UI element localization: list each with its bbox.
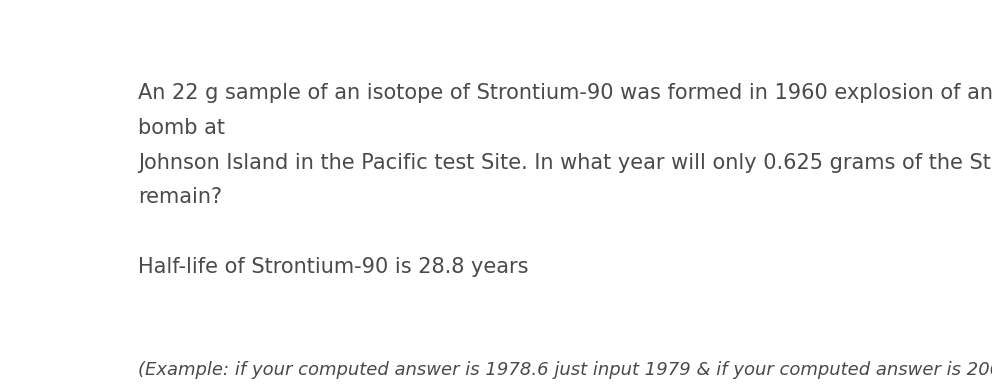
Text: remain?: remain? (138, 187, 222, 207)
Text: bomb at: bomb at (138, 118, 225, 138)
Text: Half-life of Strontium-90 is 28.8 years: Half-life of Strontium-90 is 28.8 years (138, 257, 529, 277)
Text: (Example: if your computed answer is 1978.6 just input 1979 & if your computed a: (Example: if your computed answer is 197… (138, 361, 992, 379)
Text: Johnson Island in the Pacific test Site. In what year will only 0.625 grams of t: Johnson Island in the Pacific test Site.… (138, 153, 992, 173)
Text: An 22 g sample of an isotope of Strontium-90 was formed in 1960 explosion of an : An 22 g sample of an isotope of Strontiu… (138, 83, 992, 103)
